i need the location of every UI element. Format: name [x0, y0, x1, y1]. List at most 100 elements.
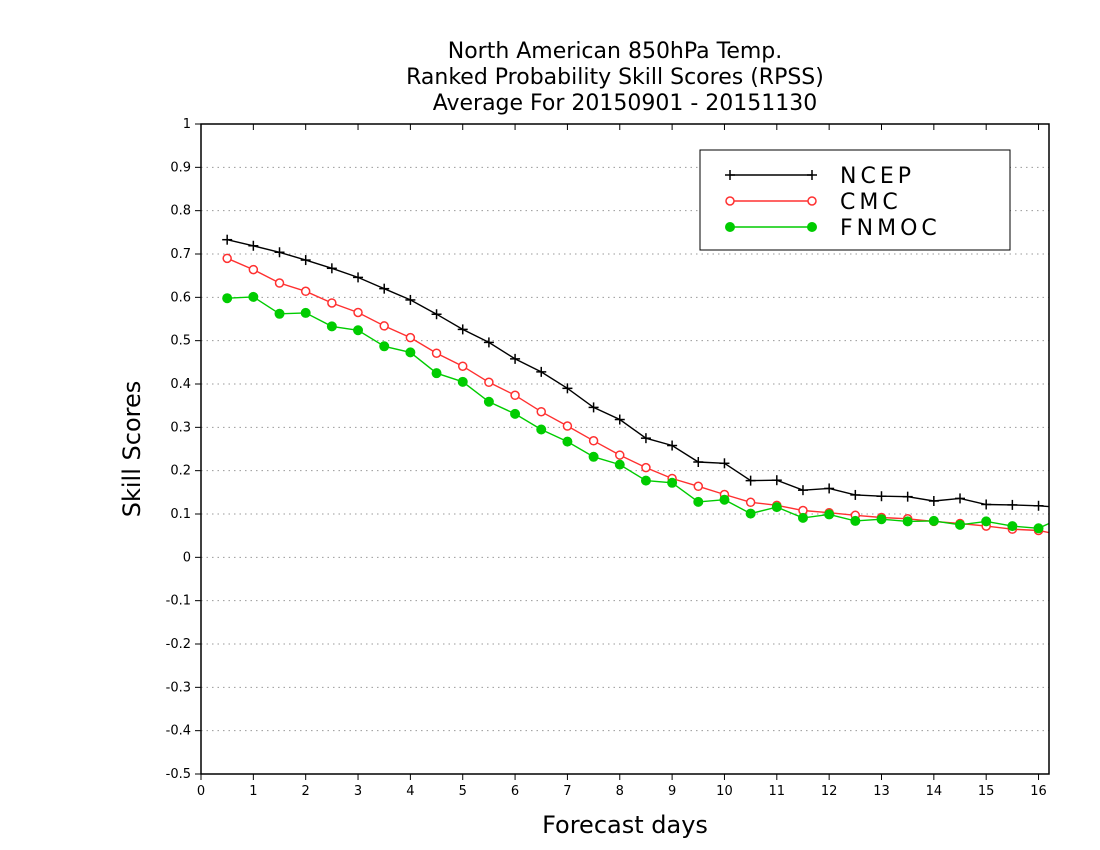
- x-axis-label: Forecast days: [542, 811, 708, 839]
- series-layer: [222, 234, 1050, 536]
- data-point-fnmoc: [693, 496, 704, 507]
- data-point-ncep: [431, 309, 442, 320]
- legend-marker-fnmoc: [807, 222, 817, 232]
- data-point-ncep: [771, 475, 782, 486]
- series-line-ncep: [227, 239, 1050, 508]
- x-tick-label: 6: [511, 784, 519, 799]
- y-tick-label: 0.9: [170, 160, 191, 175]
- data-point-cmc: [300, 286, 311, 297]
- data-point-cmc: [484, 377, 494, 388]
- y-tick-label: -0.2: [166, 637, 191, 652]
- data-point-ncep: [614, 414, 625, 425]
- x-tick-label: 1: [249, 784, 257, 799]
- chart-title-line-2: Ranked Probability Skill Scores (RPSS): [406, 65, 824, 90]
- data-point-cmc: [457, 361, 468, 371]
- data-point-fnmoc: [248, 291, 259, 302]
- data-point-fnmoc: [928, 515, 939, 526]
- y-tick-label: 0: [183, 550, 191, 565]
- data-point-fnmoc: [745, 508, 756, 519]
- data-point-cmc: [745, 497, 756, 508]
- x-tick-label: 9: [668, 784, 676, 799]
- series-line-fnmoc: [227, 296, 1050, 530]
- data-point-ncep: [536, 366, 547, 377]
- data-point-fnmoc: [876, 514, 887, 525]
- data-point-fnmoc: [536, 424, 547, 435]
- data-point-cmc: [510, 390, 520, 401]
- data-point-fnmoc: [850, 515, 861, 526]
- y-tick-label: 0.2: [170, 464, 191, 479]
- data-point-fnmoc: [431, 368, 442, 379]
- data-point-ncep: [667, 440, 678, 451]
- x-tick-label: 15: [978, 784, 995, 799]
- data-point-fnmoc: [1007, 521, 1018, 532]
- data-point-fnmoc: [955, 519, 966, 530]
- series-line-cmc: [226, 257, 1050, 534]
- data-point-ncep: [693, 457, 704, 467]
- data-point-fnmoc: [326, 321, 337, 332]
- legend-marker-fnmoc: [725, 222, 735, 232]
- legend-marker-ncep: [807, 170, 817, 180]
- data-point-cmc: [562, 421, 573, 431]
- x-tick-label: 13: [873, 784, 890, 799]
- data-point-ncep: [928, 496, 939, 506]
- data-point-cmc: [353, 307, 363, 318]
- data-point-ncep: [405, 294, 416, 305]
- y-tick-label: -0.4: [166, 724, 191, 739]
- series-ncep: [222, 234, 1050, 511]
- y-tick-label: 0.4: [170, 377, 191, 392]
- data-point-cmc: [615, 450, 625, 460]
- y-tick-label: 0.3: [170, 420, 191, 435]
- data-point-ncep: [824, 483, 835, 494]
- x-tick-label: 11: [769, 784, 786, 799]
- data-point-fnmoc: [562, 436, 573, 447]
- data-point-fnmoc: [222, 293, 233, 304]
- plot-frame: [200, 123, 1050, 775]
- grid-lines: [201, 166, 1049, 732]
- data-point-ncep: [483, 337, 494, 348]
- data-point-fnmoc: [824, 509, 835, 520]
- legend-marker-ncep: [725, 170, 735, 180]
- x-tick-label: 4: [406, 784, 414, 799]
- series-cmc: [222, 253, 1050, 536]
- data-point-fnmoc: [981, 516, 992, 527]
- data-point-fnmoc: [771, 502, 782, 513]
- data-point-ncep: [745, 475, 756, 486]
- data-point-fnmoc: [483, 396, 494, 407]
- data-point-cmc: [536, 406, 546, 417]
- data-point-cmc: [248, 264, 259, 275]
- data-point-cmc: [379, 321, 389, 331]
- data-point-fnmoc: [719, 494, 730, 505]
- data-point-ncep: [274, 247, 285, 258]
- data-point-fnmoc: [353, 325, 364, 336]
- data-point-fnmoc: [1033, 523, 1044, 534]
- y-tick-label: 0.8: [170, 204, 191, 219]
- data-point-cmc: [693, 481, 704, 492]
- chart-title-line-1: North American 850hPa Temp.: [448, 39, 783, 64]
- data-point-fnmoc: [379, 341, 390, 352]
- x-axis-ticks: 0 1 2 3 4 5 6 7 8 9 10 11 12 13 14 15 16: [197, 124, 1047, 799]
- data-point-ncep: [222, 234, 233, 245]
- chart-title-line-3: Average For 20150901 - 20151130: [433, 91, 818, 116]
- data-point-ncep: [379, 283, 390, 294]
- legend-label-cmc: CMC: [840, 190, 902, 215]
- data-point-fnmoc: [614, 459, 625, 470]
- data-point-fnmoc: [797, 512, 808, 523]
- legend-marker-cmc: [725, 196, 735, 206]
- legend-label-ncep: NCEP: [840, 164, 915, 189]
- data-point-ncep: [1007, 499, 1018, 510]
- x-tick-label: 3: [354, 784, 362, 799]
- data-point-ncep: [300, 255, 311, 266]
- x-tick-label: 0: [197, 784, 205, 799]
- y-tick-label: -0.5: [166, 767, 191, 782]
- x-tick-label: 8: [616, 784, 624, 799]
- y-tick-label: 0.5: [170, 334, 191, 349]
- data-point-fnmoc: [588, 451, 599, 462]
- data-point-ncep: [640, 433, 651, 444]
- data-point-cmc: [222, 253, 232, 264]
- data-point-fnmoc: [510, 408, 521, 419]
- x-tick-label: 7: [563, 784, 571, 799]
- data-point-ncep: [510, 353, 521, 364]
- data-point-fnmoc: [405, 347, 416, 358]
